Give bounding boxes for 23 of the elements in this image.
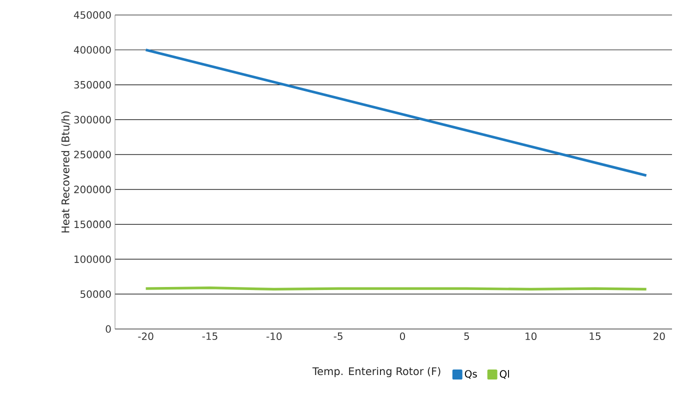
legend-label: Ql — [500, 370, 509, 379]
y-tick-label: 150000 — [74, 220, 111, 228]
x-tick-label: 0 — [400, 332, 406, 340]
x-tick-label: -10 — [266, 332, 282, 340]
y-tick-label: 300000 — [74, 116, 111, 124]
y-tick-label: 350000 — [74, 80, 111, 89]
y-axis-title: Heat Recovered (Btu/h) — [61, 111, 71, 232]
y-tick-label: 200000 — [74, 186, 111, 194]
y-tick-label: 450000 — [74, 11, 111, 19]
x-tick-label: 20 — [654, 332, 665, 340]
y-tick-label: 50000 — [80, 290, 111, 298]
x-tick-label: 15 — [590, 332, 600, 340]
y-tick-label: 400000 — [74, 46, 111, 54]
x-tick-label: -5 — [334, 332, 342, 340]
x-tick-label: -15 — [202, 332, 218, 340]
y-tick-label: 100000 — [74, 255, 111, 263]
x-tick-label: -20 — [138, 332, 154, 340]
y-tick-label: 250000 — [74, 150, 111, 158]
legend-label: Qs — [464, 370, 477, 379]
x-axis-title: Temp. Entering Rotor (F) — [312, 367, 440, 378]
x-tick-label: 5 — [464, 332, 469, 340]
y-tick-label: 0 — [106, 325, 111, 333]
x-tick-label: 10 — [526, 332, 537, 340]
